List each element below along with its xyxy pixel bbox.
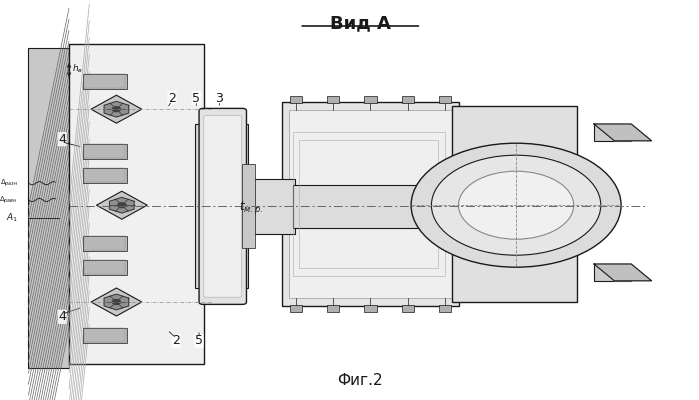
Bar xyxy=(402,96,414,103)
Circle shape xyxy=(113,300,120,304)
Text: $A_1$: $A_1$ xyxy=(6,212,18,224)
Bar xyxy=(69,44,205,364)
Bar xyxy=(290,305,302,312)
Text: $\Delta_{разн}$: $\Delta_{разн}$ xyxy=(0,178,18,189)
Bar xyxy=(594,124,631,141)
Bar xyxy=(290,96,302,103)
Bar xyxy=(84,144,125,158)
Bar xyxy=(243,164,254,248)
Bar xyxy=(82,74,127,89)
Bar xyxy=(82,260,127,275)
Text: Фиг.2: Фиг.2 xyxy=(338,373,383,388)
Text: Вид А: Вид А xyxy=(330,14,391,32)
Text: 4: 4 xyxy=(58,310,66,323)
Bar xyxy=(289,110,452,298)
Bar xyxy=(84,74,125,88)
Polygon shape xyxy=(91,95,142,123)
Polygon shape xyxy=(96,191,147,219)
Bar xyxy=(327,96,339,103)
Bar xyxy=(254,179,294,234)
Bar xyxy=(84,260,125,274)
Polygon shape xyxy=(110,197,134,213)
Bar xyxy=(439,96,451,103)
Text: 5: 5 xyxy=(192,92,201,104)
Bar xyxy=(299,140,438,268)
FancyBboxPatch shape xyxy=(204,116,242,297)
Bar xyxy=(293,185,452,228)
Text: 2: 2 xyxy=(172,334,180,347)
Circle shape xyxy=(117,203,126,208)
Bar xyxy=(402,305,414,312)
Bar xyxy=(364,96,377,103)
Polygon shape xyxy=(104,101,129,117)
Bar xyxy=(452,106,577,302)
Text: $h_в$: $h_в$ xyxy=(73,62,83,75)
Bar xyxy=(84,236,125,250)
Polygon shape xyxy=(104,294,129,310)
FancyBboxPatch shape xyxy=(199,108,247,304)
Circle shape xyxy=(459,171,574,239)
Bar xyxy=(82,328,127,343)
Polygon shape xyxy=(594,264,651,281)
Bar xyxy=(282,102,459,306)
Text: $\Delta_{равн}$: $\Delta_{равн}$ xyxy=(0,194,18,206)
Text: 4: 4 xyxy=(58,133,66,146)
Circle shape xyxy=(431,155,600,255)
Text: $t_{м.р.}$: $t_{м.р.}$ xyxy=(239,198,263,216)
Bar xyxy=(82,168,127,183)
Bar xyxy=(364,305,377,312)
Bar xyxy=(327,305,339,312)
Bar xyxy=(84,168,125,182)
Bar xyxy=(594,264,631,281)
Bar xyxy=(195,124,248,288)
Text: 3: 3 xyxy=(215,92,223,104)
Bar xyxy=(82,144,127,159)
Polygon shape xyxy=(91,288,142,316)
Bar xyxy=(293,132,445,276)
Text: 5: 5 xyxy=(195,334,203,347)
Bar xyxy=(29,48,69,368)
Circle shape xyxy=(113,107,120,112)
Text: 1: 1 xyxy=(389,274,397,286)
Text: 2: 2 xyxy=(168,92,176,104)
Circle shape xyxy=(411,143,621,267)
Polygon shape xyxy=(594,124,651,141)
Bar xyxy=(84,328,125,342)
Bar xyxy=(82,236,127,251)
Bar xyxy=(439,305,451,312)
